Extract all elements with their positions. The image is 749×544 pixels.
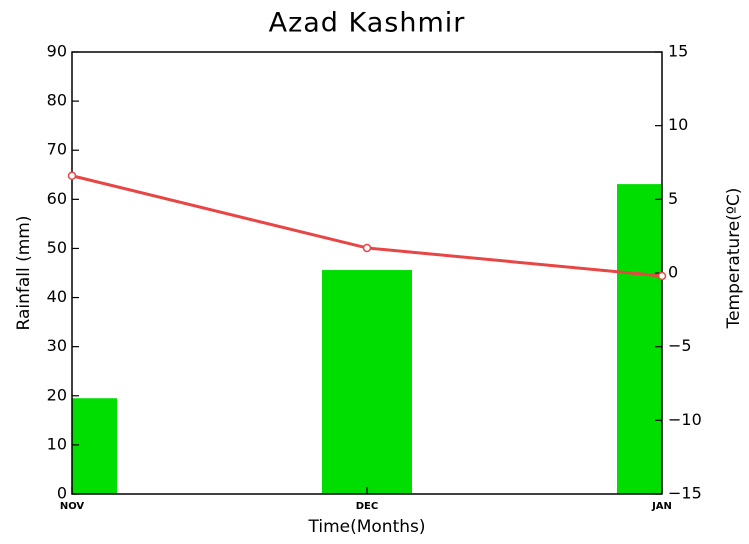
y-tick-label: 30 bbox=[47, 336, 67, 355]
x-tick-label: JAN bbox=[651, 501, 672, 512]
bar bbox=[322, 270, 412, 494]
x-tick-label: NOV bbox=[60, 501, 85, 512]
y2-tick-label: 15 bbox=[668, 42, 688, 61]
y-tick-label: 80 bbox=[47, 91, 67, 110]
y2-tick-label: −5 bbox=[668, 336, 692, 355]
bar bbox=[72, 398, 117, 494]
y-tick-label: 90 bbox=[47, 42, 67, 61]
y2-tick-label: 10 bbox=[668, 115, 688, 134]
y-tick-label: 70 bbox=[47, 140, 67, 159]
y2-tick-label: −10 bbox=[668, 410, 702, 429]
y2-axis-label: Temperature(ºC) bbox=[724, 188, 744, 330]
x-tick-label: DEC bbox=[356, 501, 378, 512]
y2-tick-label: −15 bbox=[668, 484, 702, 503]
y2-tick-label: 5 bbox=[668, 189, 678, 208]
line-marker bbox=[67, 171, 77, 181]
y-tick-label: 0 bbox=[57, 484, 67, 503]
y-tick-label: 40 bbox=[47, 287, 67, 306]
bar-layer bbox=[72, 184, 662, 494]
bar bbox=[617, 184, 662, 494]
line-marker bbox=[362, 243, 372, 253]
y-tick-label: 50 bbox=[47, 238, 67, 257]
x-axis-label: Time(Months) bbox=[307, 517, 425, 537]
y-tick-label: 20 bbox=[47, 385, 67, 404]
line-marker bbox=[657, 271, 667, 281]
y-axis-label: Rainfall (mm) bbox=[14, 216, 34, 331]
temperature-line bbox=[71, 174, 663, 278]
y-tick-label: 60 bbox=[47, 189, 67, 208]
y-tick-label: 10 bbox=[47, 434, 67, 453]
y2-tick-label: 0 bbox=[668, 263, 678, 282]
chart-title: Azad Kashmir bbox=[269, 8, 466, 39]
